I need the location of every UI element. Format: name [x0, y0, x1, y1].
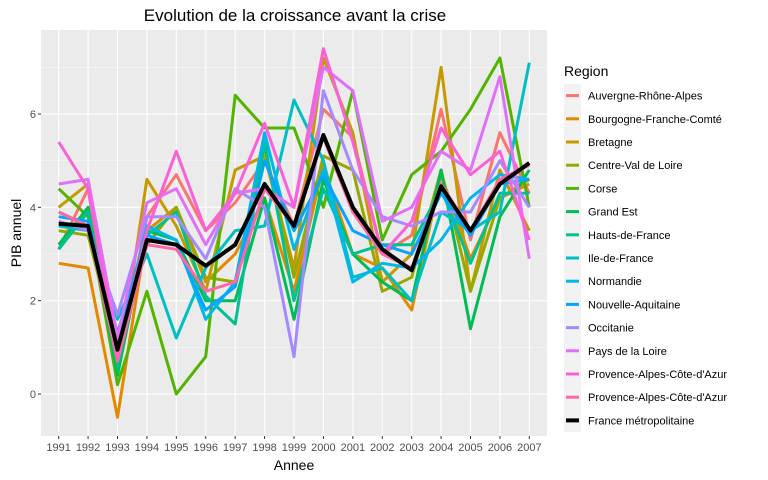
x-tick-label: 1993 [105, 442, 129, 454]
x-tick-label: 1991 [46, 442, 70, 454]
chart-title: Evolution de la croissance avant la cris… [144, 6, 446, 25]
x-tick-label: 1998 [252, 442, 276, 454]
x-tick-label: 1999 [282, 442, 306, 454]
legend-label: Pays de la Loire [588, 346, 667, 358]
legend-label: Ile-de-France [588, 253, 653, 265]
legend-label: Occitanie [588, 323, 634, 335]
legend-label: Centre-Val de Loire [588, 160, 683, 172]
x-tick-label: 2006 [488, 442, 512, 454]
x-tick-label: 2002 [370, 442, 394, 454]
legend-title: Region [564, 63, 608, 79]
y-tick-label: 0 [30, 389, 36, 401]
legend-label: Hauts-de-France [588, 230, 671, 242]
legend: Region Auvergne-Rhône-Alpes Bourgogne-Fra… [564, 63, 727, 432]
x-tick-label: 1995 [164, 442, 188, 454]
legend-label: Corse [588, 183, 617, 195]
legend-label: Normandie [588, 276, 642, 288]
legend-label: Provence-Alpes-Côte-d'Azur [588, 392, 727, 404]
legend-label: Nouvelle-Aquitaine [588, 299, 680, 311]
legend-label: Auvergne-Rhône-Alpes [588, 91, 703, 103]
x-tick-label: 1997 [223, 442, 247, 454]
x-tick-label: 2004 [429, 442, 453, 454]
x-tick-label: 2005 [458, 442, 482, 454]
x-tick-label: 2000 [311, 442, 335, 454]
x-tick-label: 2007 [517, 442, 541, 454]
x-tick-label: 2003 [399, 442, 423, 454]
legend-label: Bretagne [588, 137, 633, 149]
series-line [57, 56, 531, 396]
series-line [58, 133, 531, 352]
legend-label: France métropolitaine [588, 415, 694, 427]
y-axis-title: PIB annuel [8, 199, 24, 268]
y-axis: 0 2 4 6 [30, 109, 41, 401]
legend-label: Bourgogne-Franche-Comté [588, 114, 722, 126]
x-tick-label: 1996 [194, 442, 218, 454]
x-axis: 1991 1992 1993 1994 1995 1996 1997 1998 1999 2000… [46, 436, 542, 454]
legend-label: Grand Est [588, 207, 638, 219]
x-tick-label: 2001 [341, 442, 365, 454]
y-tick-label: 2 [30, 296, 36, 308]
series-lines [57, 47, 531, 419]
x-axis-title: Annee [274, 457, 315, 473]
y-tick-label: 4 [30, 202, 36, 214]
x-tick-label: 1994 [135, 442, 159, 454]
y-tick-label: 6 [30, 109, 36, 121]
legend-label: Provence-Alpes-Côte-d'Azur [588, 369, 727, 381]
x-tick-label: 1992 [76, 442, 100, 454]
